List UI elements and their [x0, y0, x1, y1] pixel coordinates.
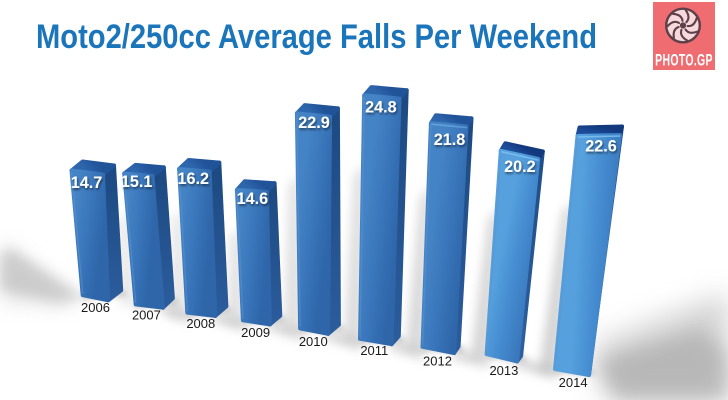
svg-text:2014: 2014	[559, 375, 588, 390]
svg-text:2010: 2010	[299, 334, 328, 349]
svg-text:24.8: 24.8	[365, 98, 397, 116]
svg-text:22.9: 22.9	[298, 114, 330, 132]
svg-text:22.6: 22.6	[585, 138, 617, 156]
svg-text:Moto2/250cc Average Falls Per: Moto2/250cc Average Falls Per Weekend	[36, 18, 597, 56]
svg-text:2013: 2013	[489, 363, 518, 378]
svg-text:14.6: 14.6	[237, 190, 269, 208]
svg-text:15.1: 15.1	[121, 173, 153, 191]
svg-text:2006: 2006	[81, 300, 110, 315]
svg-text:14.7: 14.7	[71, 174, 103, 192]
svg-text:2009: 2009	[241, 325, 270, 340]
svg-text:PHOTO.GP: PHOTO.GP	[655, 50, 713, 69]
svg-text:21.8: 21.8	[434, 131, 466, 149]
svg-text:2011: 2011	[360, 343, 388, 358]
svg-text:16.2: 16.2	[178, 170, 210, 188]
svg-text:20.2: 20.2	[504, 158, 536, 176]
svg-text:2012: 2012	[423, 354, 452, 369]
svg-text:2007: 2007	[132, 307, 161, 322]
svg-text:2008: 2008	[186, 316, 215, 331]
